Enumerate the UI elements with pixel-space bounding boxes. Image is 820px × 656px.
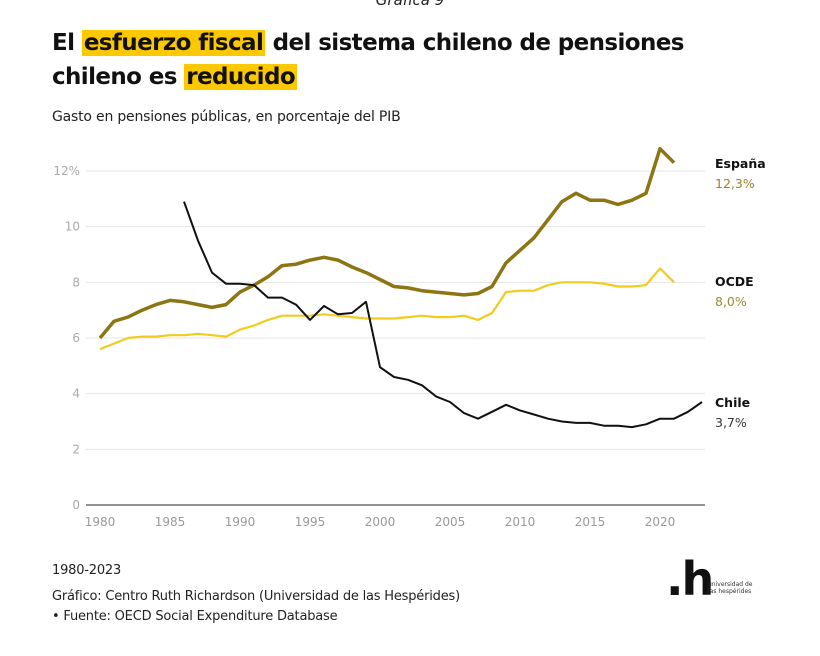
x-tick-label: 2000 — [365, 515, 396, 529]
title-part: chileno es — [52, 64, 185, 90]
x-tick-label: 2020 — [645, 515, 676, 529]
title-highlight: reducido — [184, 64, 298, 90]
series-label: Chile — [715, 395, 750, 410]
chart-number: Gráfica 9 — [375, 0, 445, 9]
series-line-chile — [183, 201, 703, 429]
series-label: España — [715, 156, 766, 171]
y-tick-label: 2 — [72, 442, 80, 456]
credit: Gráfico: Centro Ruth Richardson (Univers… — [52, 589, 460, 604]
y-tick-label: 8 — [72, 275, 80, 289]
title-highlight: esfuerzo fiscal — [81, 30, 266, 56]
chart-subtitle: Gasto en pensiones públicas, en porcenta… — [52, 109, 401, 125]
series-line-ocde — [99, 267, 675, 351]
x-tick-label: 2005 — [435, 515, 466, 529]
y-tick-label: 12% — [53, 164, 80, 178]
title-part: del sistema chileno de pensiones — [265, 30, 685, 56]
series-label: OCDE — [715, 274, 754, 289]
series-end-value: 3,7% — [715, 415, 747, 430]
y-tick-label: 10 — [65, 220, 80, 234]
x-tick-label: 2015 — [575, 515, 606, 529]
y-tick-label: 0 — [72, 498, 80, 512]
series-end-value: 8,0% — [715, 294, 747, 309]
series-line-españa — [98, 146, 676, 340]
x-tick-label: 1995 — [295, 515, 326, 529]
logo-mark: .h — [666, 552, 714, 606]
y-tick-label: 6 — [72, 331, 80, 345]
x-tick-label: 1985 — [155, 515, 186, 529]
source: • Fuente: OECD Social Expenditure Databa… — [52, 609, 338, 624]
y-tick-label: 4 — [72, 387, 80, 401]
x-tick-label: 2010 — [505, 515, 536, 529]
date-range: 1980-2023 — [52, 563, 122, 578]
x-tick-label: 1990 — [225, 515, 256, 529]
title-part: El — [52, 30, 82, 56]
chart-title: El esfuerzo fiscal del sistema chileno d… — [52, 26, 684, 94]
university-logo: .h universidad de las hespérides — [666, 554, 766, 608]
x-tick-label: 1980 — [85, 515, 116, 529]
series-end-value: 12,3% — [715, 176, 755, 191]
logo-text: universidad de las hespérides — [708, 581, 753, 595]
